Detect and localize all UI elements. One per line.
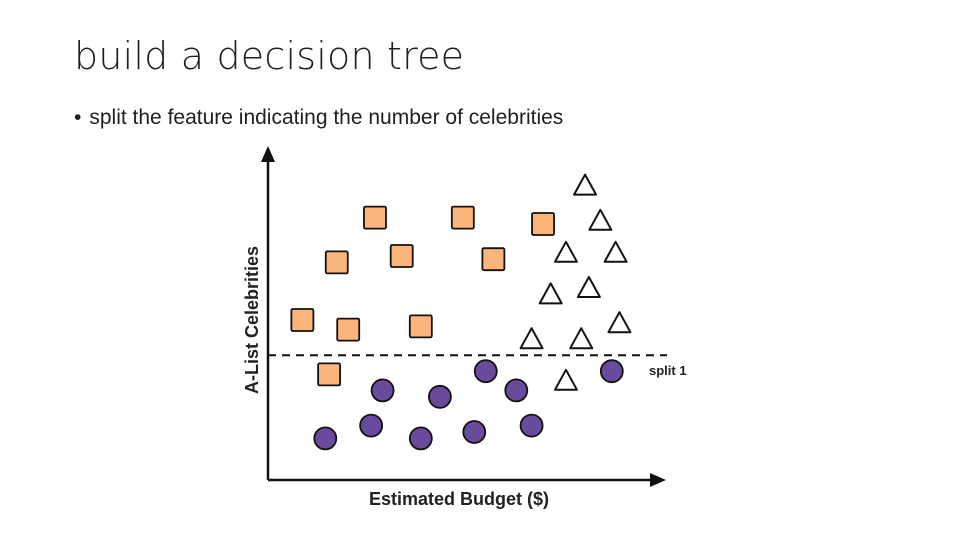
x-axis-label: Estimated Budget ($)	[369, 489, 549, 509]
square-point	[481, 247, 506, 272]
square-point	[324, 250, 349, 275]
x-axis-arrow-icon	[650, 473, 666, 487]
circle-point	[473, 359, 498, 384]
triangle-point	[553, 368, 578, 391]
slide-title: build a decision tree	[74, 34, 465, 78]
circle-point	[370, 378, 395, 403]
triangle-point	[538, 282, 563, 305]
triangle-point	[607, 311, 632, 334]
triangle-point	[603, 240, 628, 263]
circle-point	[408, 426, 433, 451]
square-point	[450, 205, 475, 230]
annotations: split 1	[268, 354, 687, 378]
circle-point	[599, 359, 624, 384]
triangle-point	[519, 327, 544, 350]
circle-point	[462, 420, 487, 444]
square-point	[290, 308, 315, 332]
circle-point	[427, 384, 452, 409]
circle-point	[504, 378, 529, 403]
y-axis-arrow-icon	[261, 146, 275, 162]
axes: Estimated Budget ($) A-List Celebrities	[242, 146, 666, 509]
triangle-point	[569, 327, 594, 350]
data-points	[290, 173, 632, 451]
circle-point	[313, 426, 338, 451]
square-point	[317, 362, 342, 387]
circle-point	[359, 413, 384, 438]
circle-point	[519, 413, 544, 438]
square-point	[408, 314, 433, 339]
square-point	[531, 212, 555, 236]
split-label: split 1	[649, 363, 687, 378]
bullet-text: split the feature indicating the number …	[89, 106, 564, 129]
square-point	[363, 205, 387, 230]
triangle-point	[553, 240, 578, 263]
triangle-point	[573, 173, 598, 196]
square-point	[336, 317, 361, 342]
bullet-point: • split the feature indicating the number…	[74, 106, 563, 130]
bullet-marker: •	[74, 106, 82, 129]
square-point	[389, 244, 414, 268]
triangle-point	[588, 208, 613, 231]
y-axis-label: A-List Celebrities	[242, 246, 262, 394]
triangle-point	[576, 276, 601, 298]
